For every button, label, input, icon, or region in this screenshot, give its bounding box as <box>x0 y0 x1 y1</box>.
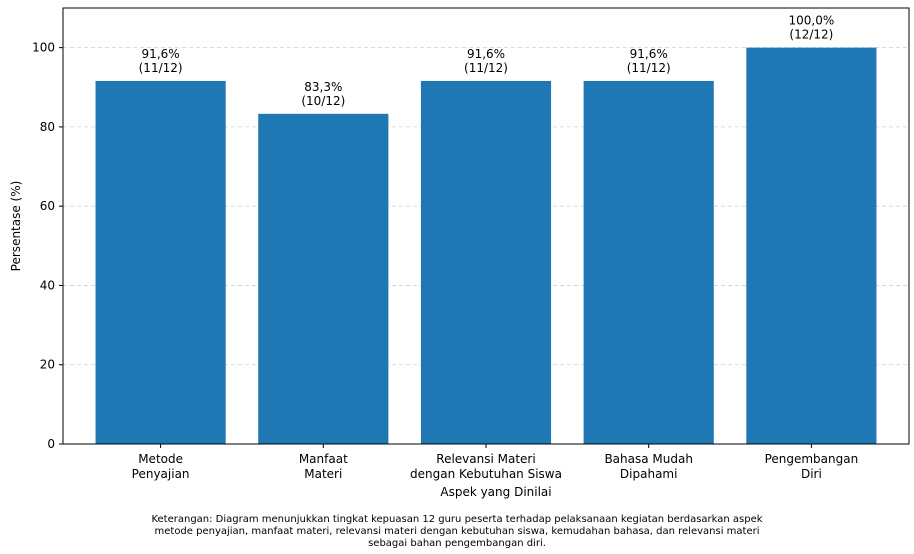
x-tick-label: dengan Kebutuhan Siswa <box>410 467 562 481</box>
x-tick-label: Penyajian <box>132 467 190 481</box>
bar-count-label: (11/12) <box>627 61 671 75</box>
caption-line-1: Keterangan: Diagram menunjukkan tingkat … <box>151 514 763 525</box>
bar-count-label: (11/12) <box>139 61 183 75</box>
x-tick-label: Relevansi Materi <box>436 452 535 466</box>
bars <box>95 47 877 445</box>
figure-caption: Keterangan: Diagram menunjukkan tingkat … <box>57 514 857 550</box>
bar-value-label: 100,0% <box>789 14 835 28</box>
x-tick-label: Manfaat <box>299 452 348 466</box>
bar <box>746 47 877 445</box>
caption-line-3: sebagai bahan pengembangan diri. <box>368 538 546 549</box>
y-tick-label: 20 <box>40 358 55 372</box>
bar-value-label: 83,3% <box>304 80 342 94</box>
y-tick-label: 0 <box>47 437 55 451</box>
caption-line-2: metode penyajian, manfaat materi, releva… <box>154 526 760 537</box>
y-axis-label: Persentase (%) <box>9 181 23 272</box>
y-tick-label: 40 <box>40 278 55 292</box>
y-axis-ticks: 0 20 40 60 80 100 <box>32 41 63 451</box>
x-tick-label: Pengembangan <box>765 452 859 466</box>
bar-value-label: 91,6% <box>142 47 180 61</box>
x-axis-label: Aspek yang Dinilai <box>440 485 551 499</box>
y-tick-label: 60 <box>40 199 55 213</box>
x-tick-label: Bahasa Mudah <box>604 452 693 466</box>
data-labels: 91,6%(11/12)83,3%(10/12)91,6%(11/12)91,6… <box>139 14 835 108</box>
bar-value-label: 91,6% <box>630 47 668 61</box>
bar-count-label: (11/12) <box>464 61 508 75</box>
bar <box>583 80 714 444</box>
bar-count-label: (12/12) <box>789 28 833 42</box>
x-tick-label: Diri <box>801 467 822 481</box>
x-tick-label: Dipahami <box>620 467 678 481</box>
bar <box>420 80 552 444</box>
bar-value-label: 91,6% <box>467 47 505 61</box>
bar-chart: 91,6%(11/12)83,3%(10/12)91,6%(11/12)91,6… <box>9 7 910 499</box>
bar <box>95 80 226 444</box>
x-tick-label: Metode <box>138 452 183 466</box>
bar-count-label: (10/12) <box>301 94 345 108</box>
bar <box>258 113 389 444</box>
y-tick-label: 80 <box>40 120 55 134</box>
x-tick-label: Materi <box>304 467 342 481</box>
y-tick-label: 100 <box>32 41 55 55</box>
